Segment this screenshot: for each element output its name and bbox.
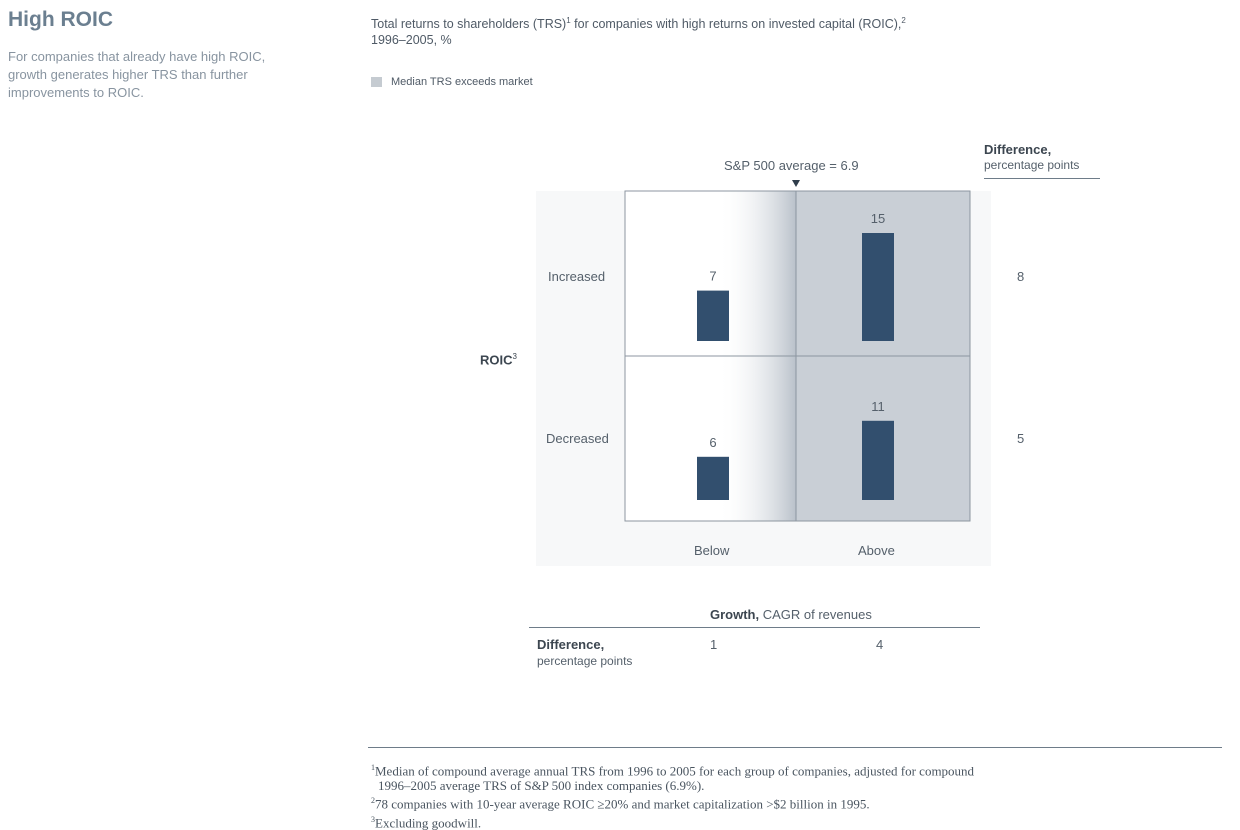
x-axis-rule xyxy=(529,627,980,628)
footnote-3-text: Excluding goodwill. xyxy=(375,814,482,830)
chart-title: Total returns to shareholders (TRS)1 for… xyxy=(371,13,906,48)
footnote-1: 1Median of compound average annual TRS f… xyxy=(371,760,1231,778)
footnote-3: 3Excluding goodwill. xyxy=(371,812,1231,830)
bar-decreased-above xyxy=(862,420,894,500)
y-axis-label-footnote: 3 xyxy=(512,352,517,361)
col-difference-subheader: percentage points xyxy=(537,654,633,668)
bar-decreased-below xyxy=(697,456,729,500)
row-difference-header: Difference, xyxy=(984,142,1052,157)
title-part-1: Total returns to shareholders (TRS) xyxy=(371,17,567,32)
row-difference-subheader: percentage points xyxy=(984,158,1080,172)
legend: Median TRS exceeds market xyxy=(371,76,533,88)
footnotes: 1Median of compound average annual TRS f… xyxy=(371,760,1231,830)
chart-svg: 7 15 6 11 xyxy=(624,180,971,522)
footnote-1-text: Median of compound average annual TRS fr… xyxy=(375,763,975,779)
bar-label-decreased-above: 11 xyxy=(871,399,885,414)
title-period: 1996–2005, % xyxy=(371,33,452,48)
footnote-1b-text: 1996–2005 average TRS of S&P 500 index c… xyxy=(378,778,705,794)
title-footnote-1: 1 xyxy=(566,16,571,25)
row-label-increased: Increased xyxy=(548,269,606,284)
col-label-above: Above xyxy=(858,543,895,558)
col-difference-header: Difference, xyxy=(537,637,605,652)
x-axis-label: Growth, CAGR of revenues xyxy=(710,607,872,622)
col-label-below: Below xyxy=(694,543,730,558)
benchmark-label: S&P 500 average = 6.9 xyxy=(724,158,859,173)
title-part-2: for companies with high returns on inves… xyxy=(570,17,902,32)
legend-label: Median TRS exceeds market xyxy=(391,76,533,88)
bar-increased-below xyxy=(697,290,729,341)
footnote-1-marker: 1 xyxy=(371,763,375,772)
footnote-rule xyxy=(368,747,1222,748)
page-heading: High ROIC xyxy=(8,8,113,31)
row-difference-rule xyxy=(984,178,1100,179)
row-difference-value-decreased: 5 xyxy=(1017,431,1025,446)
footnote-2-text: 78 companies with 10-year average ROIC ≥… xyxy=(375,796,870,812)
row-difference-value-increased: 8 xyxy=(1017,269,1025,284)
footnote-2-marker: 2 xyxy=(371,796,375,806)
intro-text: For companies that already have high ROI… xyxy=(8,49,266,100)
y-axis-label: ROIC3 xyxy=(480,352,517,367)
row-label-decreased: Decreased xyxy=(546,431,609,446)
x-axis-label-bold: Growth, xyxy=(710,607,760,622)
col-difference-value-above: 4 xyxy=(876,637,884,652)
bar-label-increased-below: 7 xyxy=(709,269,716,284)
footnote-3-marker: 3 xyxy=(371,814,375,824)
title-footnote-2: 2 xyxy=(901,16,906,25)
footnote-1-continued: 1996–2005 average TRS of S&P 500 index c… xyxy=(371,778,1231,793)
bar-label-increased-above: 15 xyxy=(871,211,885,226)
legend-swatch xyxy=(371,77,382,87)
benchmark-marker xyxy=(792,180,800,187)
y-axis-label-text: ROIC xyxy=(480,352,513,368)
bar-increased-above xyxy=(862,233,894,341)
x-axis-label-rest: CAGR of revenues xyxy=(759,607,872,622)
bar-label-decreased-below: 6 xyxy=(709,435,716,450)
footnote-2: 278 companies with 10-year average ROIC … xyxy=(371,793,1231,811)
col-difference-value-below: 1 xyxy=(710,637,718,652)
